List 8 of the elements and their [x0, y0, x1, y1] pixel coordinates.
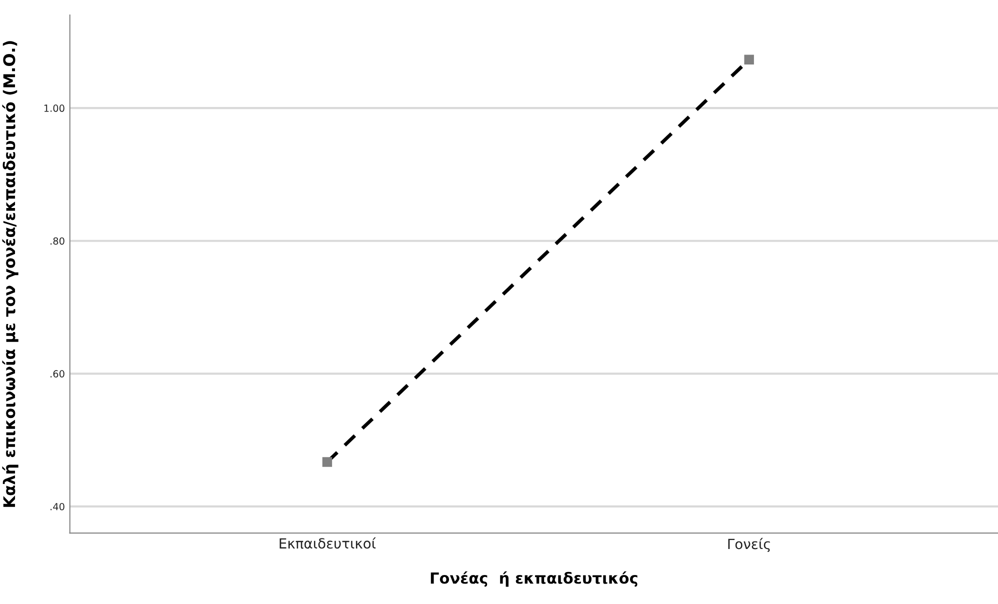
x-axis-title: Γονέας ή εκπαιδευτικός: [430, 571, 638, 587]
x-tick-label: Εκπαιδευτικοί: [280, 537, 376, 549]
y-tick-label: .60: [50, 370, 64, 378]
y-tick-label: .40: [50, 502, 64, 510]
x-tick-label: Γονείς: [728, 538, 770, 552]
y-axis-title: Καλή επικοινωνία με τον γονέα/εκπαιδευτικό (Μ.Ο.): [2, 41, 18, 507]
y-tick-label: .80: [50, 237, 64, 245]
y-tick-label: 1.00: [44, 104, 64, 112]
